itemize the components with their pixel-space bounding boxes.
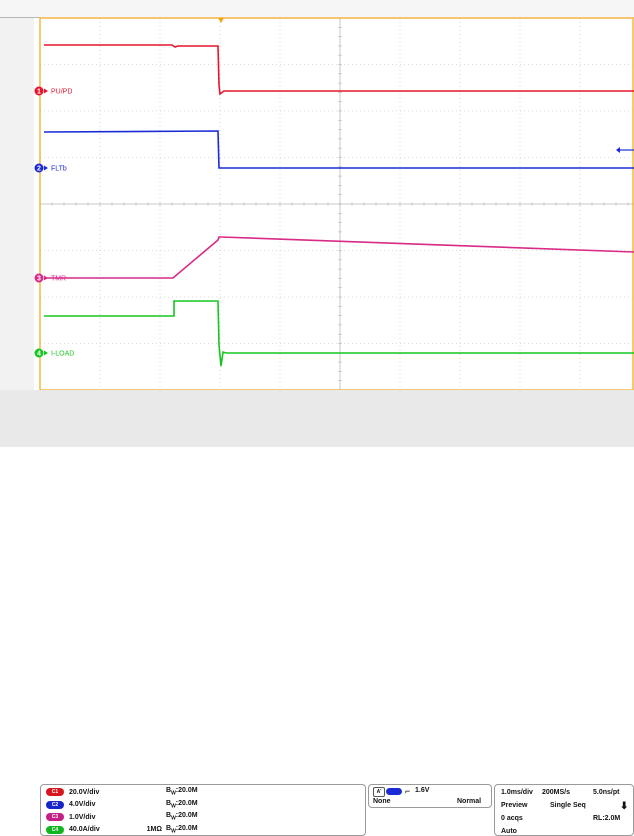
channel-2-label: FLTb (51, 166, 67, 173)
status-bar: C1 20.0V/div BW:20.0M C2 4.0V/div BW:20.0M C3 1… (0, 390, 634, 447)
trigger-mode: Auto (501, 828, 517, 835)
record-length: RL:2.0M (593, 815, 620, 822)
channel-settings-row[interactable]: C1 20.0V/div BW:20.0M (46, 786, 362, 798)
trigger-settings-panel[interactable]: A' ⌐ 1.6V None Normal (368, 784, 492, 808)
acquisition-state: Preview (501, 802, 527, 809)
channel-settings-row[interactable]: C4 40.0A/div 1MΩ BW:20.0M (46, 824, 362, 836)
channel-4-number: 4 (37, 351, 41, 358)
acquisition-count: 0 acqs (501, 815, 523, 822)
channel-badge: C4 (46, 826, 64, 834)
trigger-source-badge: A' (373, 787, 385, 797)
bandwidth-limit: BW:20.0M (166, 825, 198, 834)
down-arrow-icon: ⬇ (620, 801, 628, 812)
channel-2-number: 2 (37, 166, 41, 173)
channel-3-number: 3 (37, 276, 41, 283)
bandwidth-limit: BW:20.0M (166, 812, 198, 821)
waveform-display: 1 PU/PD 2 FLTb 3 TMR 4 I-LOAD (0, 0, 634, 447)
channel-badge: C3 (46, 813, 64, 821)
bandwidth-limit: BW:20.0M (166, 800, 198, 809)
timebase: 1.0ms/div (501, 789, 533, 796)
horizontal-settings-panel[interactable]: 1.0ms/div 200MS/s 5.0ns/pt Preview Singl… (494, 784, 634, 836)
sample-rate: 200MS/s (542, 789, 570, 796)
channel-settings-panel[interactable]: C1 20.0V/div BW:20.0M C2 4.0V/div BW:20.0M C3 1… (40, 784, 366, 836)
bandwidth-limit: BW:20.0M (166, 787, 198, 796)
channel-badge: C2 (46, 801, 64, 809)
vertical-scale: 1.0V/div (69, 814, 95, 821)
time-resolution: 5.0ns/pt (593, 789, 619, 796)
channel-badge: C1 (46, 788, 64, 796)
input-impedance: 1MΩ (146, 826, 162, 833)
channel-settings-row[interactable]: C2 4.0V/div BW:20.0M (46, 799, 362, 811)
channel-4-label: I-LOAD (51, 351, 74, 358)
falling-edge-icon: ⌐ (405, 786, 410, 796)
channel-1-label: PU/PD (51, 89, 72, 96)
trigger-type: Normal (457, 798, 481, 805)
channel-3-marker[interactable]: 3 TMR (35, 274, 67, 283)
channel-settings-row[interactable]: C3 1.0V/div BW:20.0M (46, 811, 362, 823)
trigger-level: 1.6V (415, 787, 429, 794)
trigger-channel-pill (386, 788, 402, 795)
channel-1-marker[interactable]: 1 PU/PD (35, 87, 73, 96)
trigger-coupling: None (373, 798, 391, 805)
channel-4-marker[interactable]: 4 I-LOAD (35, 349, 75, 358)
channel-1-number: 1 (37, 89, 41, 96)
vertical-scale: 20.0V/div (69, 789, 99, 796)
vertical-scale: 40.0A/div (69, 826, 100, 833)
acquisition-mode: Single Seq (550, 802, 586, 809)
vertical-scale: 4.0V/div (69, 801, 95, 808)
channel-3-label: TMR (51, 276, 66, 283)
channel-2-marker[interactable]: 2 FLTb (35, 164, 67, 173)
